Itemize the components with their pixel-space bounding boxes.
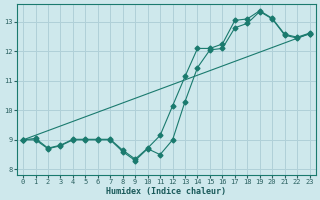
X-axis label: Humidex (Indice chaleur): Humidex (Indice chaleur) (106, 187, 226, 196)
